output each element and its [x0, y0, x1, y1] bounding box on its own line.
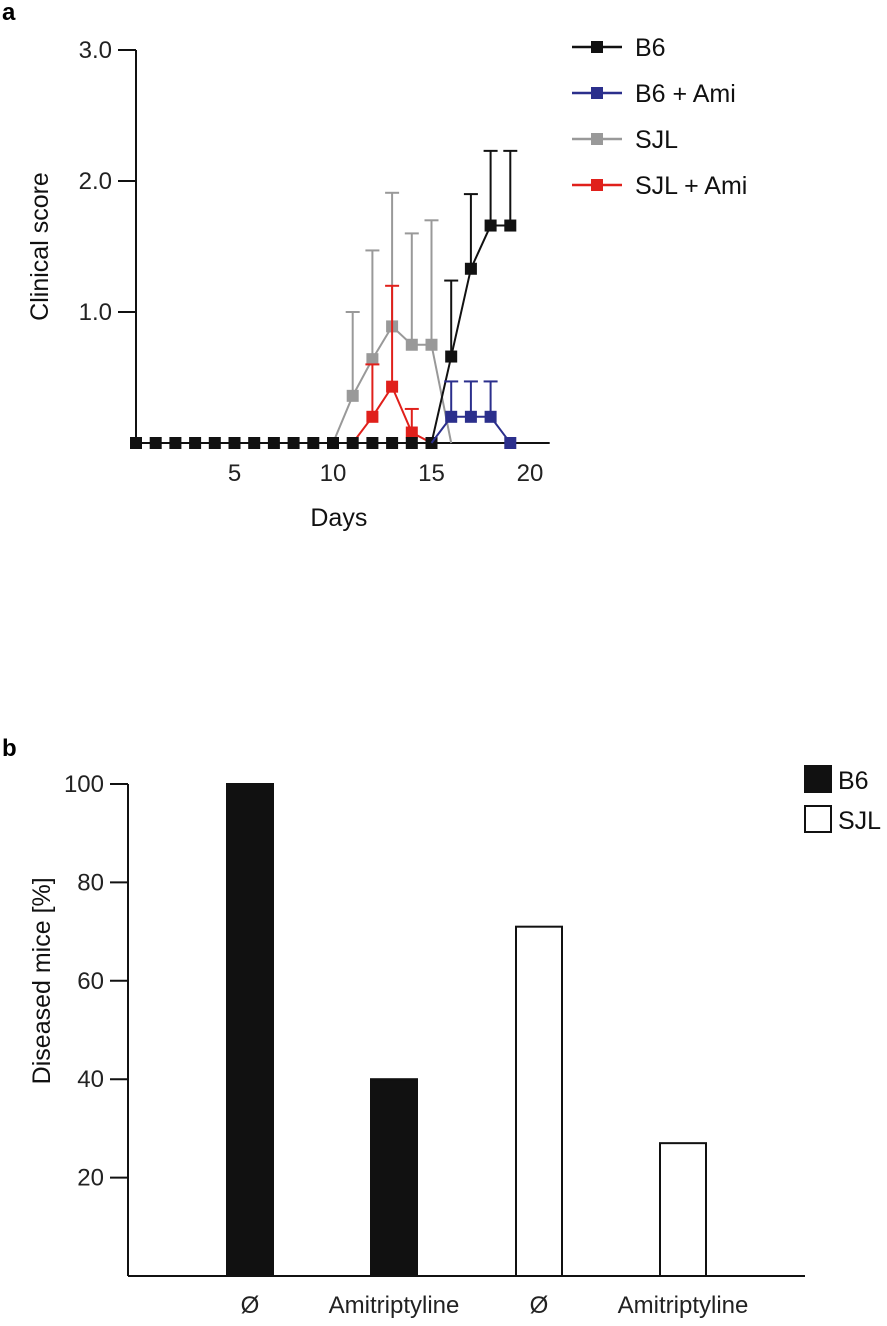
data-point — [405, 338, 418, 351]
y-axis-label: Clinical score — [26, 172, 54, 321]
data-point — [327, 437, 339, 449]
data-point — [189, 437, 202, 449]
y-tick-label: 100 — [64, 771, 104, 798]
series-line — [351, 384, 432, 444]
legend-marker — [591, 133, 603, 145]
y-tick-label: 20 — [77, 1165, 104, 1192]
data-point — [484, 219, 497, 232]
data-point — [346, 389, 359, 402]
data-point — [287, 437, 300, 449]
y-tick-label: 80 — [77, 869, 104, 896]
data-point — [445, 410, 458, 423]
data-point — [366, 353, 379, 366]
bar — [370, 1078, 418, 1277]
legend-marker — [591, 179, 603, 191]
data-point — [248, 437, 261, 449]
x-axis-label: Days — [310, 504, 367, 532]
x-tick-label: Ø — [530, 1292, 549, 1319]
legend-label: SJL — [838, 807, 881, 835]
x-tick-label: Amitriptyline — [329, 1292, 460, 1319]
x-tick-label: 10 — [320, 460, 347, 487]
y-tick-label: 1.0 — [79, 299, 112, 326]
bar — [226, 783, 274, 1277]
data-point — [386, 380, 399, 393]
panel-label-a: a — [2, 0, 16, 26]
data-point — [267, 437, 280, 449]
y-tick-label: 40 — [77, 1066, 104, 1093]
data-point — [405, 437, 418, 449]
data-point — [228, 437, 241, 449]
data-point — [366, 410, 379, 423]
legend-marker — [591, 41, 603, 53]
bar-chart: 20 40 60 80 100 Ø Amitriptyline Ø Amitriptyline D… — [28, 765, 881, 1319]
y-tick-label: 2.0 — [79, 168, 112, 195]
data-point — [405, 426, 418, 439]
data-point — [504, 437, 517, 449]
y-tick-label: 60 — [77, 968, 104, 995]
data-point — [346, 437, 359, 449]
series-line — [136, 224, 511, 444]
legend-label: B6 + Ami — [635, 80, 736, 108]
data-point — [130, 437, 142, 449]
legend-swatch — [804, 765, 832, 793]
data-point — [504, 219, 517, 232]
legend-swatch — [804, 805, 832, 833]
line-chart: 1.0 2.0 3.0 5 10 15 20 Days Clinical score B6 B6 +… — [26, 34, 747, 532]
data-point — [464, 262, 477, 275]
data-point — [464, 410, 477, 423]
data-point — [169, 437, 182, 449]
data-point — [208, 437, 221, 449]
y-tick-label: 3.0 — [79, 37, 112, 64]
legend-label: SJL — [635, 126, 678, 154]
data-point — [484, 410, 497, 423]
data-point — [149, 437, 162, 449]
data-point — [425, 338, 438, 351]
bar — [515, 925, 563, 1277]
bar — [659, 1142, 707, 1278]
y-axis-label: Diseased mice [%] — [28, 877, 56, 1084]
legend-label: SJL + Ami — [635, 172, 747, 200]
data-point — [386, 437, 399, 449]
x-tick-label: 20 — [517, 460, 544, 487]
x-tick-label: Amitriptyline — [618, 1292, 749, 1319]
legend-marker — [591, 87, 603, 99]
panel-label-b: b — [2, 735, 17, 762]
data-point — [307, 437, 320, 449]
legend-label: B6 — [635, 34, 666, 62]
x-tick-label: Ø — [241, 1292, 260, 1319]
x-tick-label: 5 — [228, 460, 241, 487]
data-point — [445, 350, 458, 363]
data-point — [366, 437, 379, 449]
legend-label: B6 — [838, 767, 869, 795]
x-tick-label: 15 — [418, 460, 445, 487]
